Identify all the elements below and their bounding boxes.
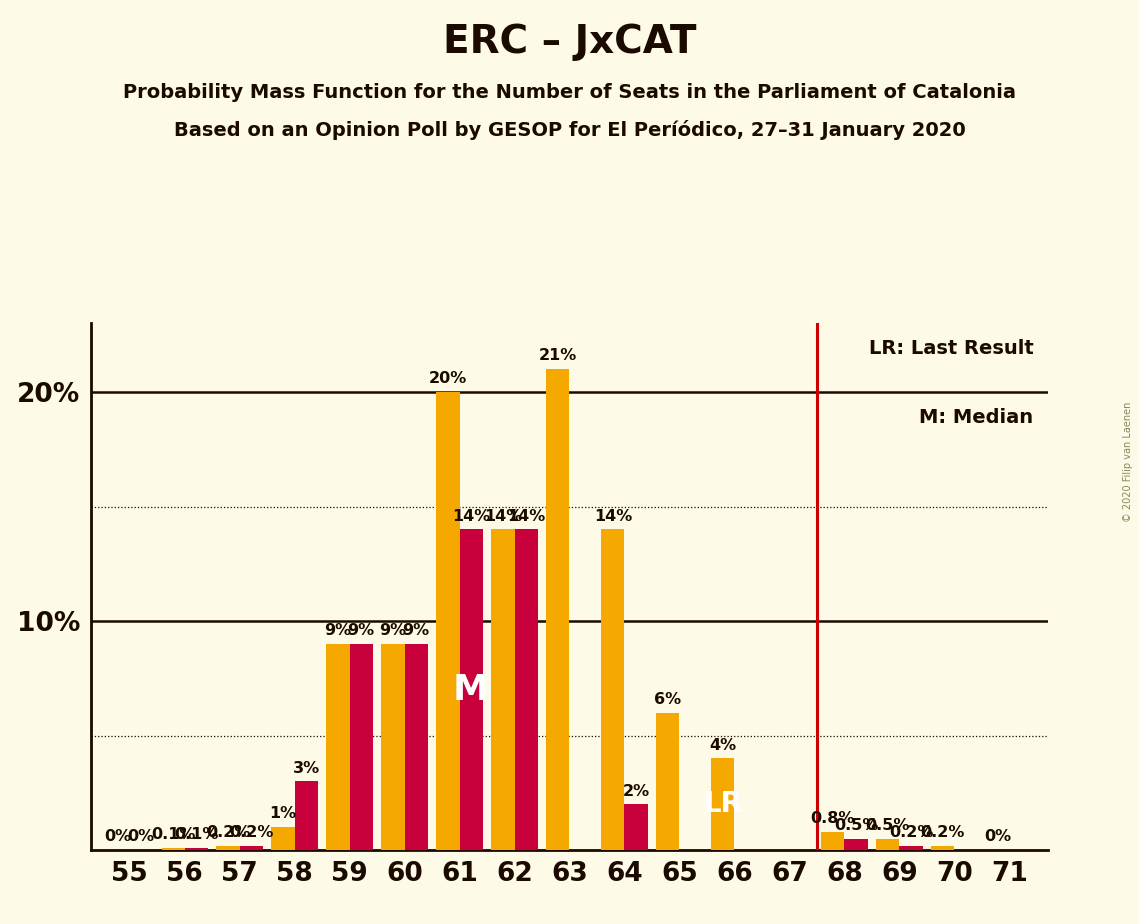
Text: 9%: 9% xyxy=(402,624,429,638)
Bar xyxy=(185,848,207,850)
Bar xyxy=(712,759,735,850)
Bar xyxy=(295,782,318,850)
Bar xyxy=(162,848,185,850)
Bar xyxy=(327,644,350,850)
Bar xyxy=(844,839,868,850)
Bar xyxy=(624,804,648,850)
Text: ERC – JxCAT: ERC – JxCAT xyxy=(443,23,696,61)
Text: 0.2%: 0.2% xyxy=(206,825,251,840)
Text: 9%: 9% xyxy=(347,624,375,638)
Bar xyxy=(404,644,427,850)
Text: 0.1%: 0.1% xyxy=(174,827,219,842)
Text: 0.2%: 0.2% xyxy=(888,825,933,840)
Bar xyxy=(547,370,570,850)
Text: 14%: 14% xyxy=(484,509,522,524)
Text: M: M xyxy=(453,673,489,707)
Bar xyxy=(491,529,515,850)
Bar xyxy=(656,712,680,850)
Bar xyxy=(216,845,239,850)
Text: 4%: 4% xyxy=(710,737,737,753)
Text: 20%: 20% xyxy=(429,371,467,386)
Text: 0.5%: 0.5% xyxy=(834,818,878,833)
Text: Based on an Opinion Poll by GESOP for El Períódico, 27–31 January 2020: Based on an Opinion Poll by GESOP for El… xyxy=(173,120,966,140)
Text: LR: Last Result: LR: Last Result xyxy=(869,339,1033,359)
Text: 2%: 2% xyxy=(623,784,649,798)
Text: 6%: 6% xyxy=(655,692,681,707)
Bar xyxy=(515,529,538,850)
Text: 14%: 14% xyxy=(593,509,632,524)
Text: 0.8%: 0.8% xyxy=(811,811,855,826)
Bar xyxy=(271,827,295,850)
Text: 21%: 21% xyxy=(539,348,577,363)
Text: Probability Mass Function for the Number of Seats in the Parliament of Catalonia: Probability Mass Function for the Number… xyxy=(123,83,1016,103)
Bar xyxy=(932,845,954,850)
Text: 0.2%: 0.2% xyxy=(920,825,965,840)
Bar xyxy=(459,529,483,850)
Text: 0.2%: 0.2% xyxy=(229,825,273,840)
Text: M: Median: M: Median xyxy=(919,407,1033,427)
Text: 9%: 9% xyxy=(325,624,352,638)
Text: 0.5%: 0.5% xyxy=(866,818,910,833)
Text: 0%: 0% xyxy=(984,830,1011,845)
Text: 3%: 3% xyxy=(293,760,320,775)
Bar xyxy=(350,644,372,850)
Text: 1%: 1% xyxy=(270,807,296,821)
Bar xyxy=(601,529,624,850)
Bar xyxy=(239,845,263,850)
Bar xyxy=(900,845,923,850)
Text: 9%: 9% xyxy=(379,624,407,638)
Bar xyxy=(876,839,900,850)
Text: LR: LR xyxy=(704,790,743,819)
Bar xyxy=(382,644,404,850)
Bar xyxy=(436,392,459,850)
Text: 0%: 0% xyxy=(128,830,155,845)
Text: 0.1%: 0.1% xyxy=(150,827,195,842)
Bar xyxy=(821,832,844,850)
Text: 14%: 14% xyxy=(507,509,546,524)
Text: 0%: 0% xyxy=(105,830,132,845)
Text: © 2020 Filip van Laenen: © 2020 Filip van Laenen xyxy=(1123,402,1133,522)
Text: 14%: 14% xyxy=(452,509,490,524)
